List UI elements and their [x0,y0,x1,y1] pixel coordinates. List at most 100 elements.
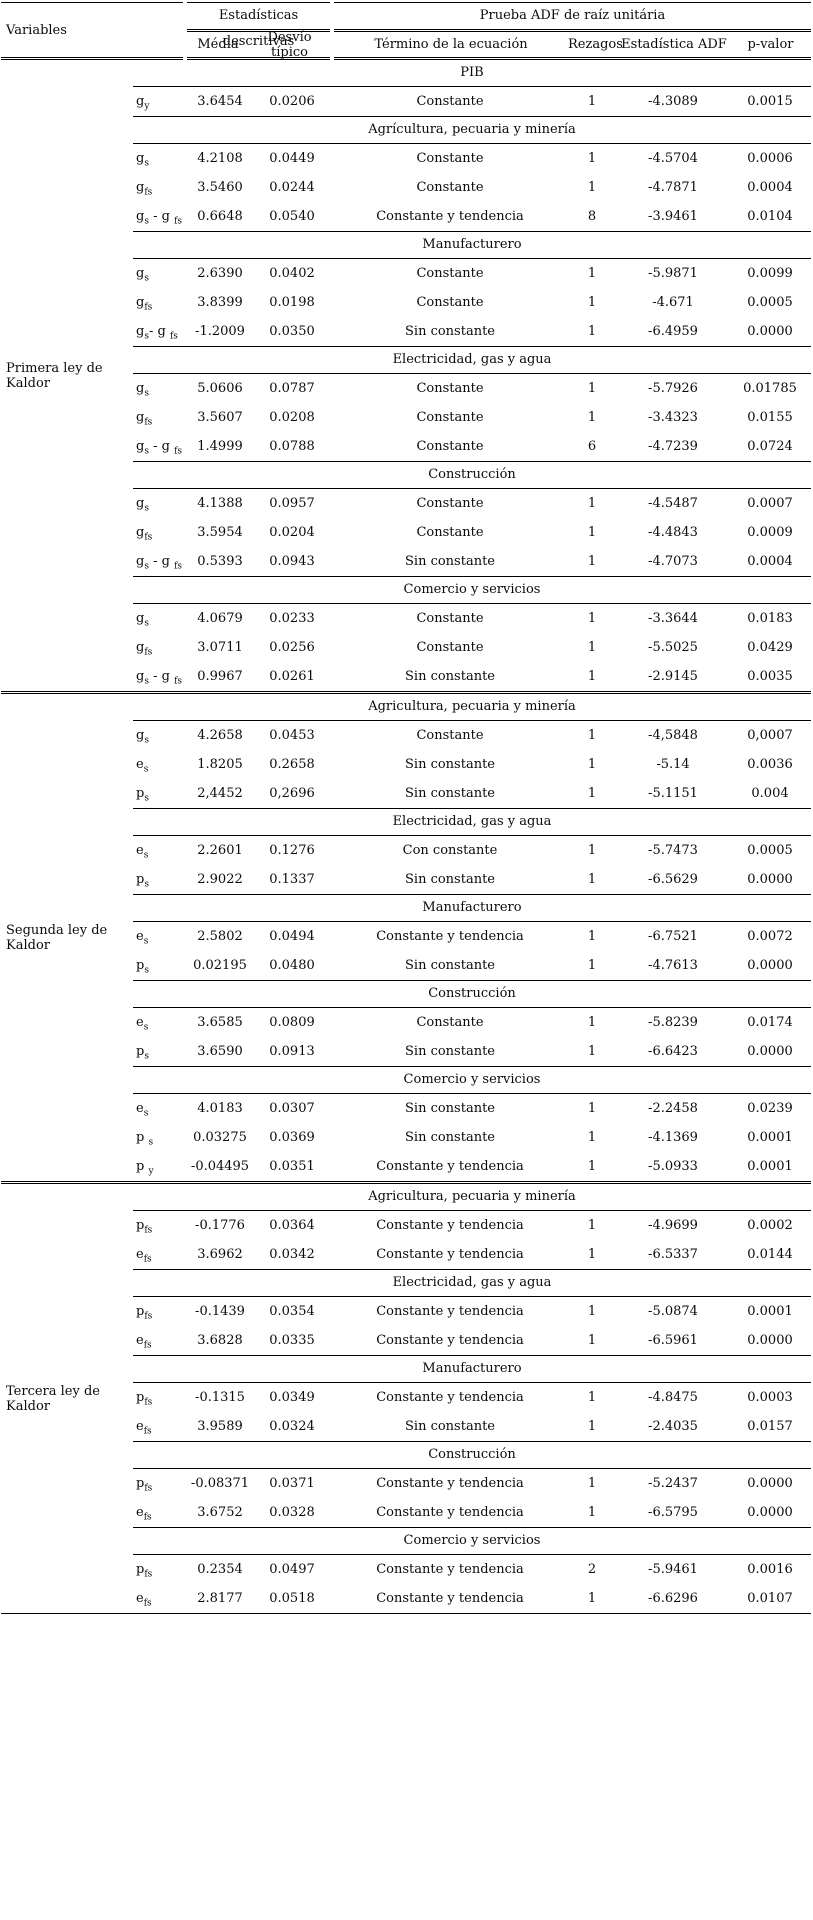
adf-cell: -4.3089 [648,94,698,109]
termino-cell: Constante y tendencia [376,1159,524,1174]
adf-cell: -3.4323 [648,410,698,425]
table-row: pfs 0.2354 0.0497 Constante y tendencia … [133,1555,811,1584]
section-title: Manufacturero [133,231,811,259]
media-cell: 3.6585 [197,1015,243,1030]
variable-symbol: efs [136,1247,152,1265]
adf-header-col: Prueba ADF de raíz unitária Término de l… [334,2,811,60]
termino-cell: Sin constante [405,1044,495,1059]
desvio-cell: 0.0324 [269,1419,315,1434]
table-row: gs 4.2658 0.0453 Constante 1 -4,5848 0,0… [133,721,811,750]
pvalor-cell: 0.0016 [747,1562,793,1577]
desvio-cell: 0.0198 [269,295,315,310]
media-cell: 0.02195 [193,958,247,973]
rezagos-cell: 1 [587,295,597,310]
media-cell: 3.6752 [197,1505,243,1520]
table-row: gfs 3.5607 0.0208 Constante 1 -3.4323 0.… [133,403,811,432]
variable-symbol: efs [136,1419,152,1437]
media-cell: 3.8399 [197,295,243,310]
table-header: Variables Estadísticas descritivas Média… [1,2,811,60]
table-row: gfs 3.0711 0.0256 Constante 1 -5.5025 0.… [133,633,811,662]
variable-symbol: ps [136,958,149,976]
desvio-cell: 0.0943 [269,554,315,569]
termino-cell: Constante y tendencia [376,1390,524,1405]
law-group-content: Agricultura, pecuaria y minería pfs -0.1… [133,1184,811,1613]
pvalor-cell: 0.0174 [747,1015,793,1030]
table-row: p s 0.03275 0.0369 Sin constante 1 -4.13… [133,1123,811,1152]
termino-cell: Constante [416,611,484,626]
pvalor-cell: 0.0000 [747,1044,793,1059]
table-row: gs 4.1388 0.0957 Constante 1 -4.5487 0.0… [133,489,811,518]
table-row: gs 5.0606 0.0787 Constante 1 -5.7926 0.0… [133,374,811,403]
rezagos-cell: 1 [587,1591,597,1606]
rezagos-cell: 1 [587,1333,597,1348]
desvio-cell: 0.0402 [269,266,315,281]
table-row: ps 2.9022 0.1337 Sin constante 1 -6.5629… [133,865,811,894]
media-cell: 2.6390 [197,266,243,281]
pvalor-cell: 0.0006 [747,151,793,166]
adf-cell: -6.5337 [648,1247,698,1262]
pvalor-cell: 0.0004 [747,554,793,569]
sector-section: Agricultura, pecuaria y minería pfs -0.1… [133,1184,811,1269]
media-cell: 4.0183 [197,1101,243,1116]
termino-cell: Sin constante [405,757,495,772]
table-row: pfs -0.1776 0.0364 Constante y tendencia… [133,1211,811,1240]
termino-cell: Sin constante [405,958,495,973]
pvalor-cell: 0.0157 [747,1419,793,1434]
table-row: ps 0.02195 0.0480 Sin constante 1 -4.761… [133,951,811,980]
law-group-label: Segunda ley de Kaldor [6,922,108,953]
adf-cell: -3.3644 [648,611,698,626]
media-cell: 2.8177 [197,1591,243,1606]
variable-symbol: efs [136,1505,152,1523]
section-title: Agrícultura, pecuaria y minería [133,116,811,144]
rezagos-cell: 1 [587,958,597,973]
media-cell: 4.2108 [197,151,243,166]
pvalor-cell: 0.0000 [747,958,793,973]
variable-symbol: gs [136,151,149,169]
table-row: efs 3.6828 0.0335 Constante y tendencia … [133,1326,811,1355]
media-cell: 2,4452 [197,786,243,801]
rezagos-cell: 1 [587,1419,597,1434]
table-row: gy 3.6454 0.0206 Constante 1 -4.3089 0.0… [133,87,811,116]
rezagos-cell: 1 [587,757,597,772]
rezagos-cell: 1 [587,872,597,887]
rezagos-cell: 1 [587,1015,597,1030]
termino-cell: Constante y tendencia [376,1505,524,1520]
adf-cell: -6.5629 [648,872,698,887]
variable-symbol: p s [136,1130,154,1148]
sector-section: Agrícultura, pecuaria y minería gs 4.210… [133,116,811,231]
termino-cell: Sin constante [405,1101,495,1116]
col-header-termino: Término de la ecuación [374,37,528,52]
variable-symbol: gs [136,381,149,399]
desvio-cell: 0.0809 [269,1015,315,1030]
desvio-cell: 0.0518 [269,1591,315,1606]
media-cell: 3.6454 [197,94,243,109]
variable-symbol: pfs [136,1218,153,1236]
sector-section: Construcción gs 4.1388 0.0957 Constante … [133,461,811,576]
variable-symbol: gs [136,728,149,746]
variable-symbol: gs - g fs [136,439,183,457]
adf-cell: -5.8239 [648,1015,698,1030]
section-title: PIB [133,60,811,87]
rezagos-cell: 1 [587,554,597,569]
law-group: Tercera ley de Kaldor Agricultura, pecua… [1,1181,811,1614]
termino-cell: Sin constante [405,1419,495,1434]
sector-section: Comercio y servicios es 4.0183 0.0307 Si… [133,1066,811,1181]
variable-symbol: gfs [136,180,153,198]
media-cell: 1.8205 [197,757,243,772]
media-cell: -1.2009 [195,324,245,339]
table-row: efs 3.6962 0.0342 Constante y tendencia … [133,1240,811,1269]
rezagos-cell: 1 [587,640,597,655]
desvio-cell: 0.0204 [269,525,315,540]
media-cell: 2.2601 [197,843,243,858]
table-row: gfs 3.5460 0.0244 Constante 1 -4.7871 0.… [133,173,811,202]
variable-symbol: gfs [136,525,153,543]
table-row: gs - g fs 0.9967 0.0261 Sin constante 1 … [133,662,811,691]
termino-cell: Constante [416,180,484,195]
sector-section: Electricidad, gas y agua pfs -0.1439 0.0… [133,1269,811,1355]
sector-section: Comercio y servicios gs 4.0679 0.0233 Co… [133,576,811,691]
table-row: efs 3.6752 0.0328 Constante y tendencia … [133,1498,811,1527]
adf-cell: -4,5848 [648,728,698,743]
section-title: Electricidad, gas y agua [133,808,811,836]
termino-cell: Constante y tendencia [376,1304,524,1319]
variable-symbol: es [136,757,149,775]
